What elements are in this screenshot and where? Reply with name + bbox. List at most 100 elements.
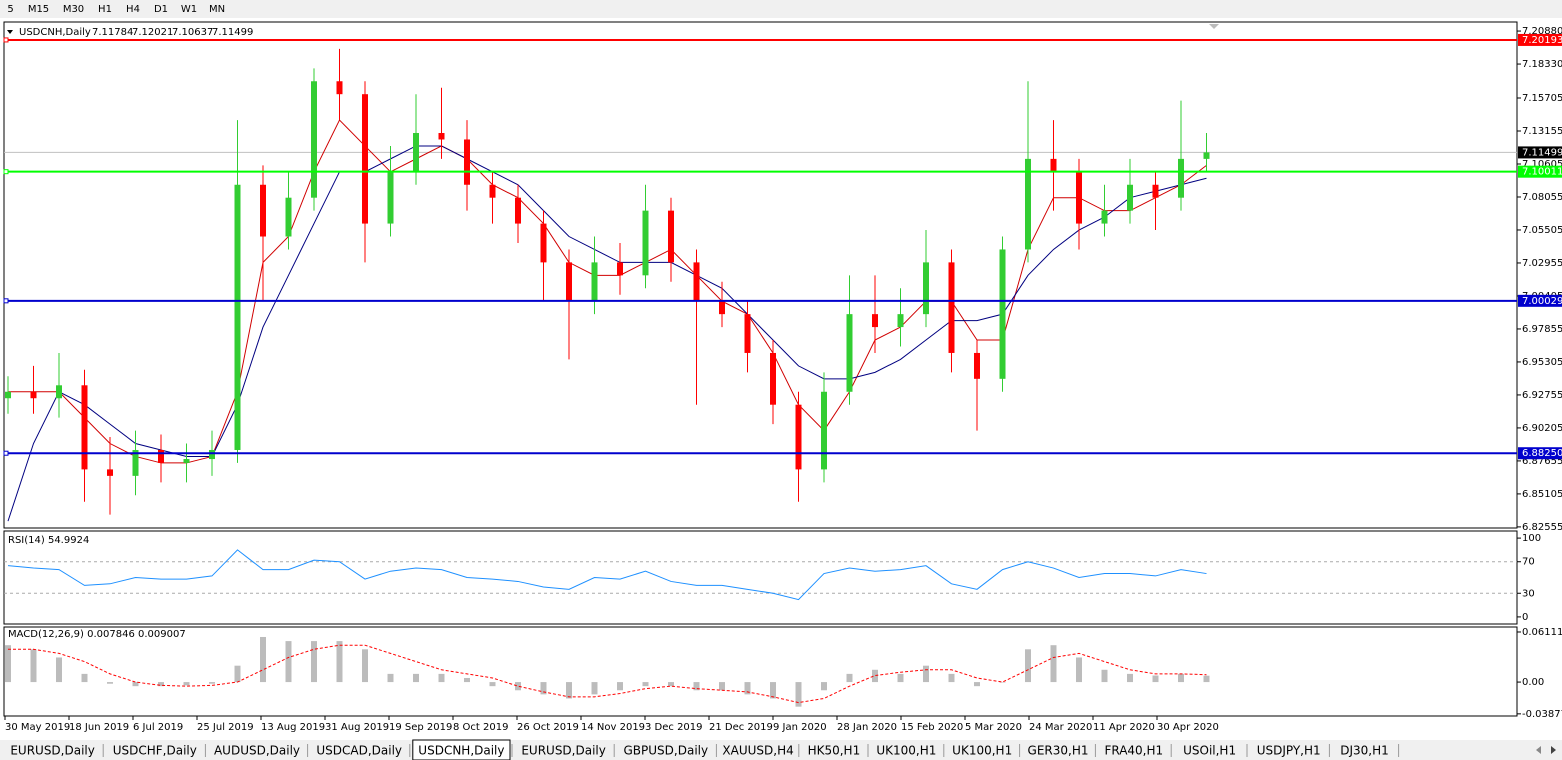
tab[interactable]: EURUSD,Daily [515,742,615,759]
candle-body [1178,158,1184,198]
y-tick-label: 7.13155 [1522,126,1562,137]
scroll-right[interactable] [1551,746,1556,754]
tab[interactable]: HK50,H1 [801,742,869,759]
tab-label[interactable]: DJ30,H1 [1340,744,1389,758]
tab-label[interactable]: USOil,H1 [1183,744,1236,758]
y-tick-label: 70 [1522,557,1535,568]
macd-bar [209,682,215,684]
tab[interactable]: USDCAD,Daily [310,742,411,759]
tab-label[interactable]: USDCHF,Daily [113,744,197,758]
level-handle [3,169,9,175]
tab-label[interactable]: HK50,H1 [808,744,861,758]
tab[interactable]: EURUSD,Daily [4,742,104,759]
tab-label[interactable]: EURUSD,Daily [521,744,606,758]
tab-label[interactable]: GER30,H1 [1028,744,1089,758]
timeframe-button[interactable]: D1 [154,4,168,15]
y-tick-label: 0 [1522,612,1528,623]
tab-bg [412,739,511,760]
tab-bg [1174,742,1245,759]
timeframe-button[interactable]: H1 [98,4,112,15]
x-tick-label: 26 Oct 2019 [517,722,579,733]
candle-body [668,210,674,263]
tab-label[interactable]: USDCNH,Daily [418,744,504,758]
candle-body [438,133,445,140]
candle-body [770,352,776,405]
timeframe-button[interactable]: W1 [181,4,197,15]
tab[interactable]: USDCNH,Daily [412,739,513,760]
timeframe-button[interactable]: H4 [126,4,140,15]
tab[interactable]: FRA40,H1 [1098,742,1172,759]
tab-label[interactable]: USDCAD,Daily [316,744,402,758]
timeframe-button[interactable]: M30 [63,4,84,15]
tab-label[interactable]: UK100,H1 [876,744,936,758]
tab[interactable]: AUDUSD,Daily [208,742,309,759]
candle-body [846,314,853,392]
macd-bar [336,641,343,683]
macd-bar [515,682,521,691]
candle-body [948,262,955,353]
tab-bg [1250,742,1328,759]
candle-body [540,223,547,263]
tab[interactable]: USDCHF,Daily [106,742,206,759]
candle-body [413,133,419,172]
y-tick-label: 7.02955 [1522,258,1562,269]
x-tick-label: 21 Dec 2019 [709,722,773,733]
tab[interactable]: XAUUSD,H4 [719,742,800,759]
macd-bar [948,673,955,683]
panel-title: RSI(14) 54.9924 [8,535,89,546]
tab[interactable]: USOil,H1 [1174,742,1248,759]
x-tick-label: 30 Apr 2020 [1157,722,1219,733]
x-tick-label: 15 Feb 2020 [901,722,963,733]
moving-average [8,119,1207,464]
tab-label[interactable]: EURUSD,Daily [10,744,95,758]
timeframe-button[interactable]: 5 [7,4,13,15]
scroll-left[interactable] [1536,746,1541,754]
price-label-bg [1518,146,1562,159]
x-tick-label: 28 Jan 2020 [837,722,897,733]
tab-bg [1022,742,1094,759]
macd-bar [158,682,164,687]
macd-bar [1076,657,1082,683]
candle-body [311,81,317,198]
macd-bar [1025,649,1031,683]
tab[interactable]: UK100,H1 [946,742,1021,759]
ohlc-value: 7.11499 [212,27,253,38]
tab-label[interactable]: UK100,H1 [952,744,1012,758]
tab[interactable]: USDJPY,H1 [1250,742,1330,759]
x-tick-label: 19 Sep 2019 [389,722,452,733]
timeframe-button[interactable]: MN [209,4,225,15]
candle-body [999,249,1006,379]
tab-label[interactable]: USDJPY,H1 [1257,744,1321,758]
shift-marker [1209,24,1219,29]
tab-label[interactable]: GBPUSD,Daily [624,744,709,758]
level-label-bg [1518,33,1562,46]
level-label-bg [1518,447,1562,460]
y-tick-label: 6.95305 [1522,357,1562,368]
tab[interactable]: UK100,H1 [871,742,945,759]
signal-line [8,644,1207,704]
tab[interactable]: GER30,H1 [1022,742,1096,759]
candle-body [872,314,878,328]
tab-label[interactable]: FRA40,H1 [1104,744,1163,758]
tab[interactable]: DJ30,H1 [1332,742,1400,759]
candle-body [1076,171,1082,224]
candle-body [132,449,139,476]
timeframe-button[interactable]: M15 [28,4,49,15]
candle-body [56,385,62,399]
candle-body [285,197,292,237]
tab-bg [946,742,1018,759]
level-handle [3,37,9,43]
tab[interactable]: GBPUSD,Daily [617,742,717,759]
candle-body [617,262,623,276]
tab-label[interactable]: AUDUSD,Daily [214,744,300,758]
macd-bar [260,636,266,683]
candle-body [1127,184,1133,211]
tab-label[interactable]: XAUUSD,H4 [722,744,793,758]
candle-body [821,391,827,470]
macd-bar [744,682,751,695]
macd-bar [183,682,190,686]
y-tick-label: 6.92755 [1522,390,1562,401]
candle-body [515,197,521,224]
candle-body [923,262,929,315]
macd-bar [1101,669,1108,683]
